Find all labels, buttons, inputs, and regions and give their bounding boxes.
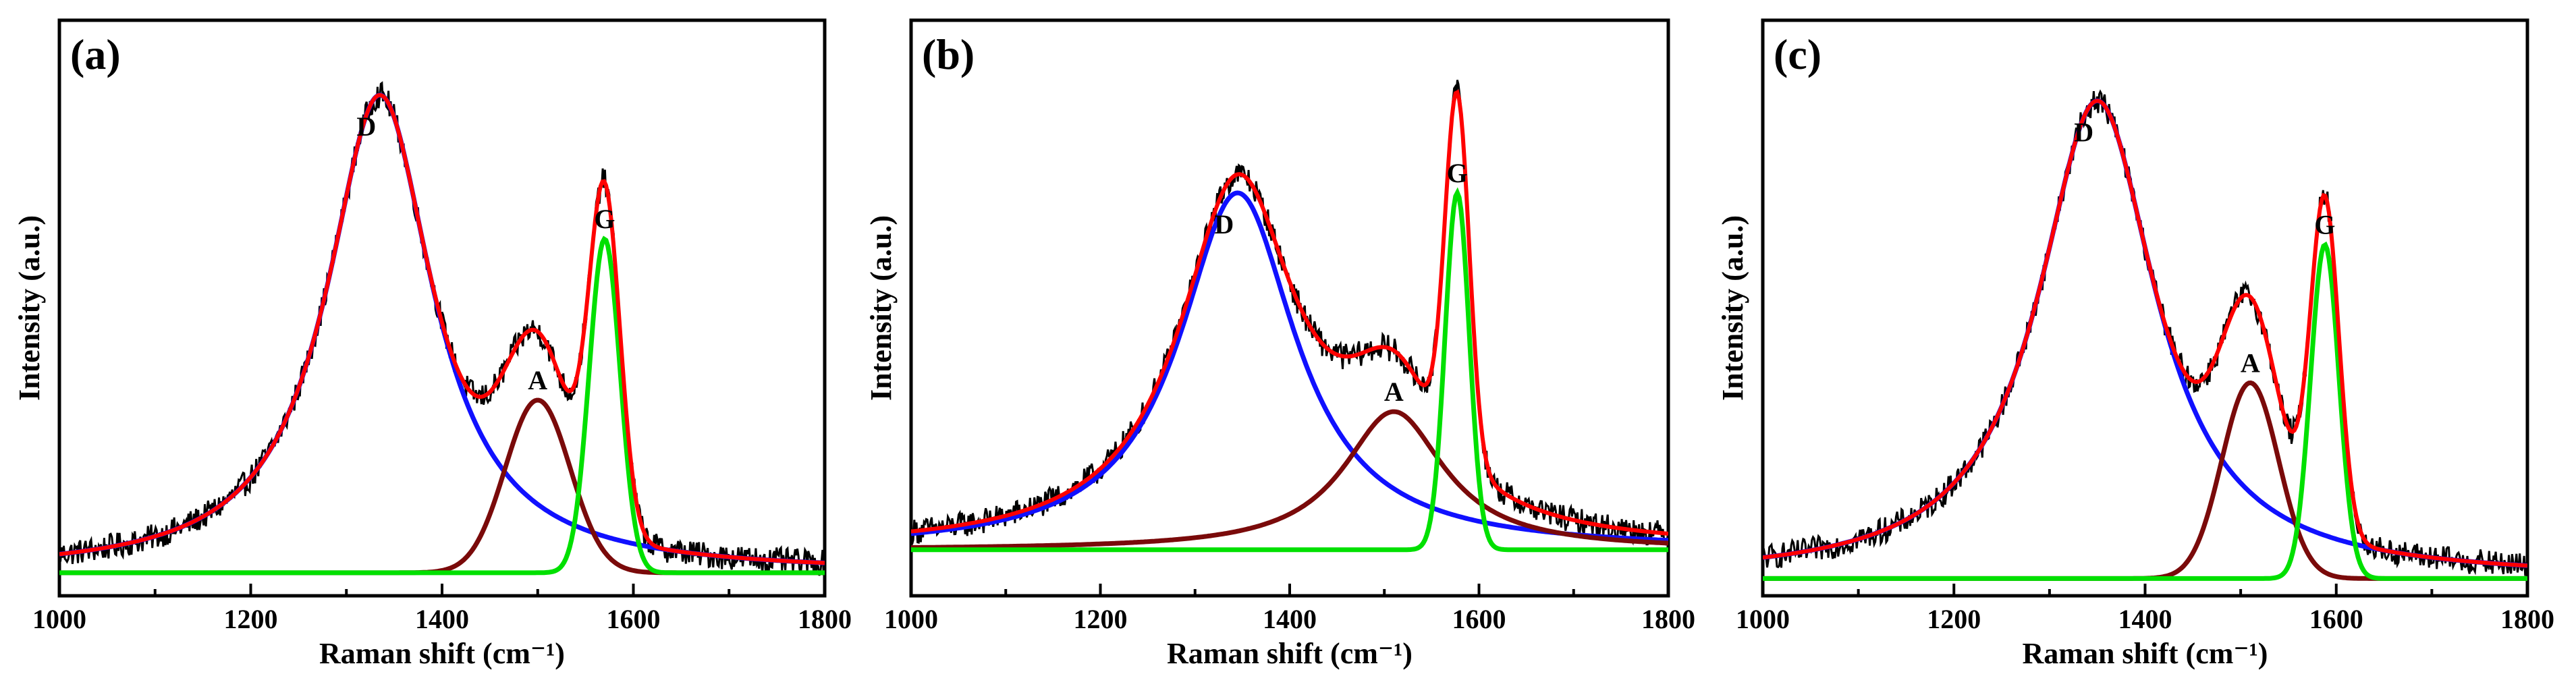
x-tick-label: 1600 [1452,604,1506,634]
peak-label-A: A [1384,377,1404,407]
peak-D-line [911,190,1668,543]
chart-panel-3: 1000 1200 1400 1600 1800 Raman shift (cm⁻¹) In… [1716,18,2554,670]
chart-panel-2: 1000 1200 1400 1600 1800 Raman shift (cm⁻¹) In… [865,18,1695,670]
peak-label-D: D [1214,209,1234,240]
peak-A-line [59,397,825,576]
x-axis-label: Raman shift (cm⁻¹) [319,637,565,670]
x-tick-label: 1400 [2118,604,2172,634]
plot-frame [57,18,827,598]
x-tick-label: 1200 [1927,604,1981,634]
x-tick-label: 1600 [2309,604,2363,634]
x-axis-label: Raman shift (cm⁻¹) [1167,637,1413,670]
cumulative-fit-line [59,92,825,565]
peak-label-A: A [528,365,547,395]
cumulative-fit-line [911,89,1668,536]
chart-panel-1: 1000 1200 1400 1600 1800 Raman shift (cm⁻¹) In… [13,18,852,670]
peak-label-D: D [2074,117,2093,147]
panel-label: (c) [1774,30,1821,78]
peak-label-A: A [2241,347,2260,378]
peak-label-G: G [1447,158,1468,188]
y-axis-label: Intensity (a.u.) [13,215,46,401]
x-tick-label: 1000 [32,604,86,634]
x-tick-label: 1800 [798,604,852,634]
plot-area [911,80,1668,553]
plot-area [1763,89,2527,581]
peak-A-line [911,409,1668,550]
peak-D-line [1763,98,2527,568]
panel-label: (b) [922,30,975,78]
x-tick-label: 1600 [607,604,661,634]
x-tick-label: 1200 [1074,604,1128,634]
x-tick-label: 1400 [415,604,469,634]
plot-area [59,81,825,576]
peak-G-line [59,235,825,576]
cumulative-fit-line [1763,99,2527,568]
y-axis-label: Intensity (a.u.) [865,215,898,401]
x-tick-label: 1800 [2500,604,2554,634]
peak-G-line [1763,241,2527,581]
panel-label: (a) [70,30,121,78]
x-axis-label: Raman shift (cm⁻¹) [2023,637,2268,670]
peak-label-G: G [2314,210,2335,240]
x-tick-label: 1000 [884,604,938,634]
plot-frame [1761,18,2529,598]
x-tick-label: 1000 [1736,604,1790,634]
x-tick-label: 1400 [1263,604,1317,634]
peak-G-line [911,187,1668,553]
experimental-spectrum-line [1763,89,2527,576]
x-tick-label: 1200 [224,604,278,634]
peak-label-D: D [356,111,376,142]
x-tick-label: 1800 [1641,604,1695,634]
y-axis-label: Intensity (a.u.) [1716,215,1749,401]
peak-label-G: G [594,204,615,234]
